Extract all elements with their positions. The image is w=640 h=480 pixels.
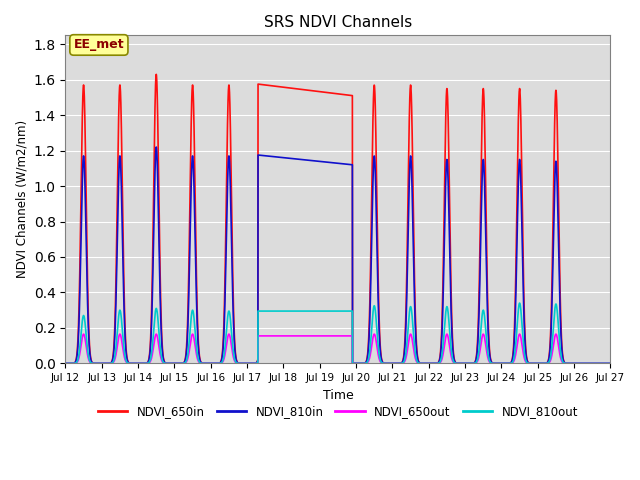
NDVI_650out bbox=[271, 333, 278, 339]
NDVI_810out bbox=[538, 360, 545, 366]
NDVI_810out bbox=[596, 360, 604, 366]
Line: NDVI_810in: NDVI_810in bbox=[65, 147, 611, 363]
NDVI_810out bbox=[124, 360, 131, 366]
NDVI_810in bbox=[607, 360, 614, 366]
NDVI_650in bbox=[538, 360, 545, 366]
NDVI_810out bbox=[156, 341, 164, 347]
NDVI_650in bbox=[156, 268, 164, 274]
X-axis label: Time: Time bbox=[323, 389, 353, 402]
NDVI_650out bbox=[156, 351, 164, 357]
NDVI_810out bbox=[294, 308, 302, 314]
NDVI_650out bbox=[596, 360, 604, 366]
NDVI_810out bbox=[516, 300, 524, 306]
Line: NDVI_650in: NDVI_650in bbox=[65, 74, 611, 363]
NDVI_650in bbox=[271, 83, 278, 89]
NDVI_650out bbox=[124, 360, 132, 366]
NDVI_650in bbox=[294, 86, 302, 92]
NDVI_810in bbox=[61, 360, 69, 366]
NDVI_650in bbox=[152, 72, 160, 77]
Line: NDVI_650out: NDVI_650out bbox=[65, 334, 611, 363]
Line: NDVI_810out: NDVI_810out bbox=[65, 303, 611, 363]
NDVI_810out bbox=[607, 360, 614, 366]
NDVI_650out bbox=[538, 360, 545, 366]
NDVI_810in bbox=[294, 156, 302, 162]
Title: SRS NDVI Channels: SRS NDVI Channels bbox=[264, 15, 412, 30]
NDVI_810in bbox=[538, 360, 545, 366]
Legend: NDVI_650in, NDVI_810in, NDVI_650out, NDVI_810out: NDVI_650in, NDVI_810in, NDVI_650out, NDV… bbox=[93, 401, 583, 423]
Y-axis label: NDVI Channels (W/m2/nm): NDVI Channels (W/m2/nm) bbox=[15, 120, 28, 278]
NDVI_650in bbox=[607, 360, 614, 366]
NDVI_810out bbox=[271, 308, 278, 314]
NDVI_810in bbox=[156, 291, 164, 297]
NDVI_650in bbox=[124, 358, 131, 363]
NDVI_650out bbox=[61, 360, 69, 366]
Text: EE_met: EE_met bbox=[74, 38, 124, 51]
NDVI_810in bbox=[271, 154, 278, 160]
NDVI_810in bbox=[596, 360, 604, 366]
NDVI_650out bbox=[607, 360, 614, 366]
NDVI_810in bbox=[152, 144, 160, 150]
NDVI_810in bbox=[124, 358, 131, 364]
NDVI_650out bbox=[80, 331, 88, 337]
NDVI_650in bbox=[596, 360, 604, 366]
NDVI_650in bbox=[61, 360, 69, 366]
NDVI_810out bbox=[61, 360, 69, 366]
NDVI_650out bbox=[294, 333, 302, 339]
